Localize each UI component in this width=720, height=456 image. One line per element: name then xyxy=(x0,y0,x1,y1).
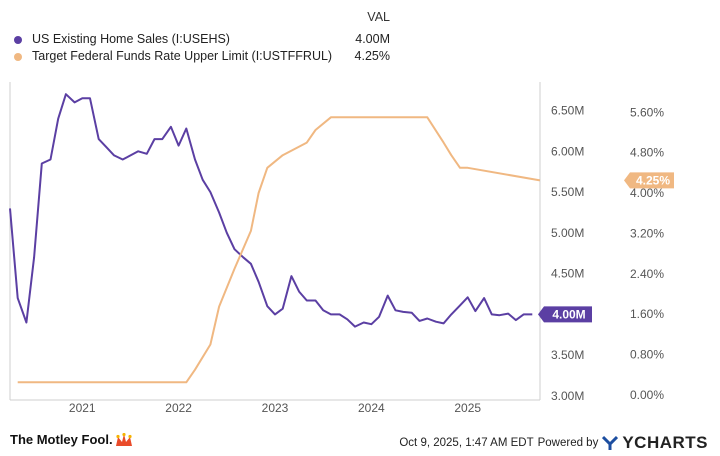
y-right-tick-label: 4.80% xyxy=(630,146,664,160)
legend-item-label: US Existing Home Sales (I:USEHS) xyxy=(32,32,230,46)
legend-item-value: 4.25% xyxy=(354,49,390,63)
end-value-badge xyxy=(624,172,674,189)
x-tick-label: 2024 xyxy=(358,401,385,415)
y-left-tick-label: 3.00M xyxy=(551,389,584,403)
legend-item-fed-funds-rate[interactable]: Target Federal Funds Rate Upper Limit (I… xyxy=(14,49,390,65)
ycharts-logo-icon xyxy=(602,435,619,450)
legend-item-label: Target Federal Funds Rate Upper Limit (I… xyxy=(32,49,333,63)
x-tick-label: 2023 xyxy=(262,401,289,415)
motley-fool-logo: The Motley Fool. xyxy=(10,432,133,447)
legend-item-value: 4.00M xyxy=(355,32,390,46)
end-value-badge xyxy=(538,306,592,323)
y-right-tick-label: 0.00% xyxy=(630,388,664,402)
timestamp: Oct 9, 2025, 1:47 AM EDT xyxy=(399,437,534,449)
powered-by-label: Powered by xyxy=(537,437,599,449)
y-left-tick-label: 6.00M xyxy=(551,144,584,158)
y-left-tick-label: 6.50M xyxy=(551,104,584,118)
y-right-tick-label: 5.60% xyxy=(630,105,664,119)
series-line xyxy=(17,116,541,384)
ycharts-logo: YCHARTS xyxy=(622,433,708,452)
legend-value-header: VAL xyxy=(367,10,390,24)
series-line xyxy=(9,93,533,328)
footer-attribution: Oct 9, 2025, 1:47 AM EDT Powered by YCHA… xyxy=(399,433,708,453)
y-left-tick-label: 3.50M xyxy=(551,348,584,362)
x-tick-label: 2021 xyxy=(69,401,96,415)
y-left-tick-label: 5.50M xyxy=(551,185,584,199)
y-left-tick-label: 4.50M xyxy=(551,267,584,281)
end-value-label: 4.00M xyxy=(552,307,585,321)
y-left-tick-label: 5.00M xyxy=(551,226,584,240)
y-right-tick-label: 3.20% xyxy=(630,226,664,240)
series-dot-icon xyxy=(14,36,22,44)
y-right-tick-label: 4.00% xyxy=(630,186,664,200)
x-tick-label: 2025 xyxy=(454,401,481,415)
legend-item-home-sales[interactable]: US Existing Home Sales (I:USEHS) 4.00M xyxy=(14,32,390,48)
jester-hat-icon xyxy=(115,432,132,446)
series-dot-icon xyxy=(14,53,22,61)
plot-area xyxy=(10,82,540,400)
y-right-tick-label: 0.80% xyxy=(630,348,664,362)
y-right-tick-label: 2.40% xyxy=(630,267,664,281)
end-value-label: 4.25% xyxy=(636,173,670,187)
y-right-tick-label: 1.60% xyxy=(630,307,664,321)
x-tick-label: 2022 xyxy=(165,401,192,415)
